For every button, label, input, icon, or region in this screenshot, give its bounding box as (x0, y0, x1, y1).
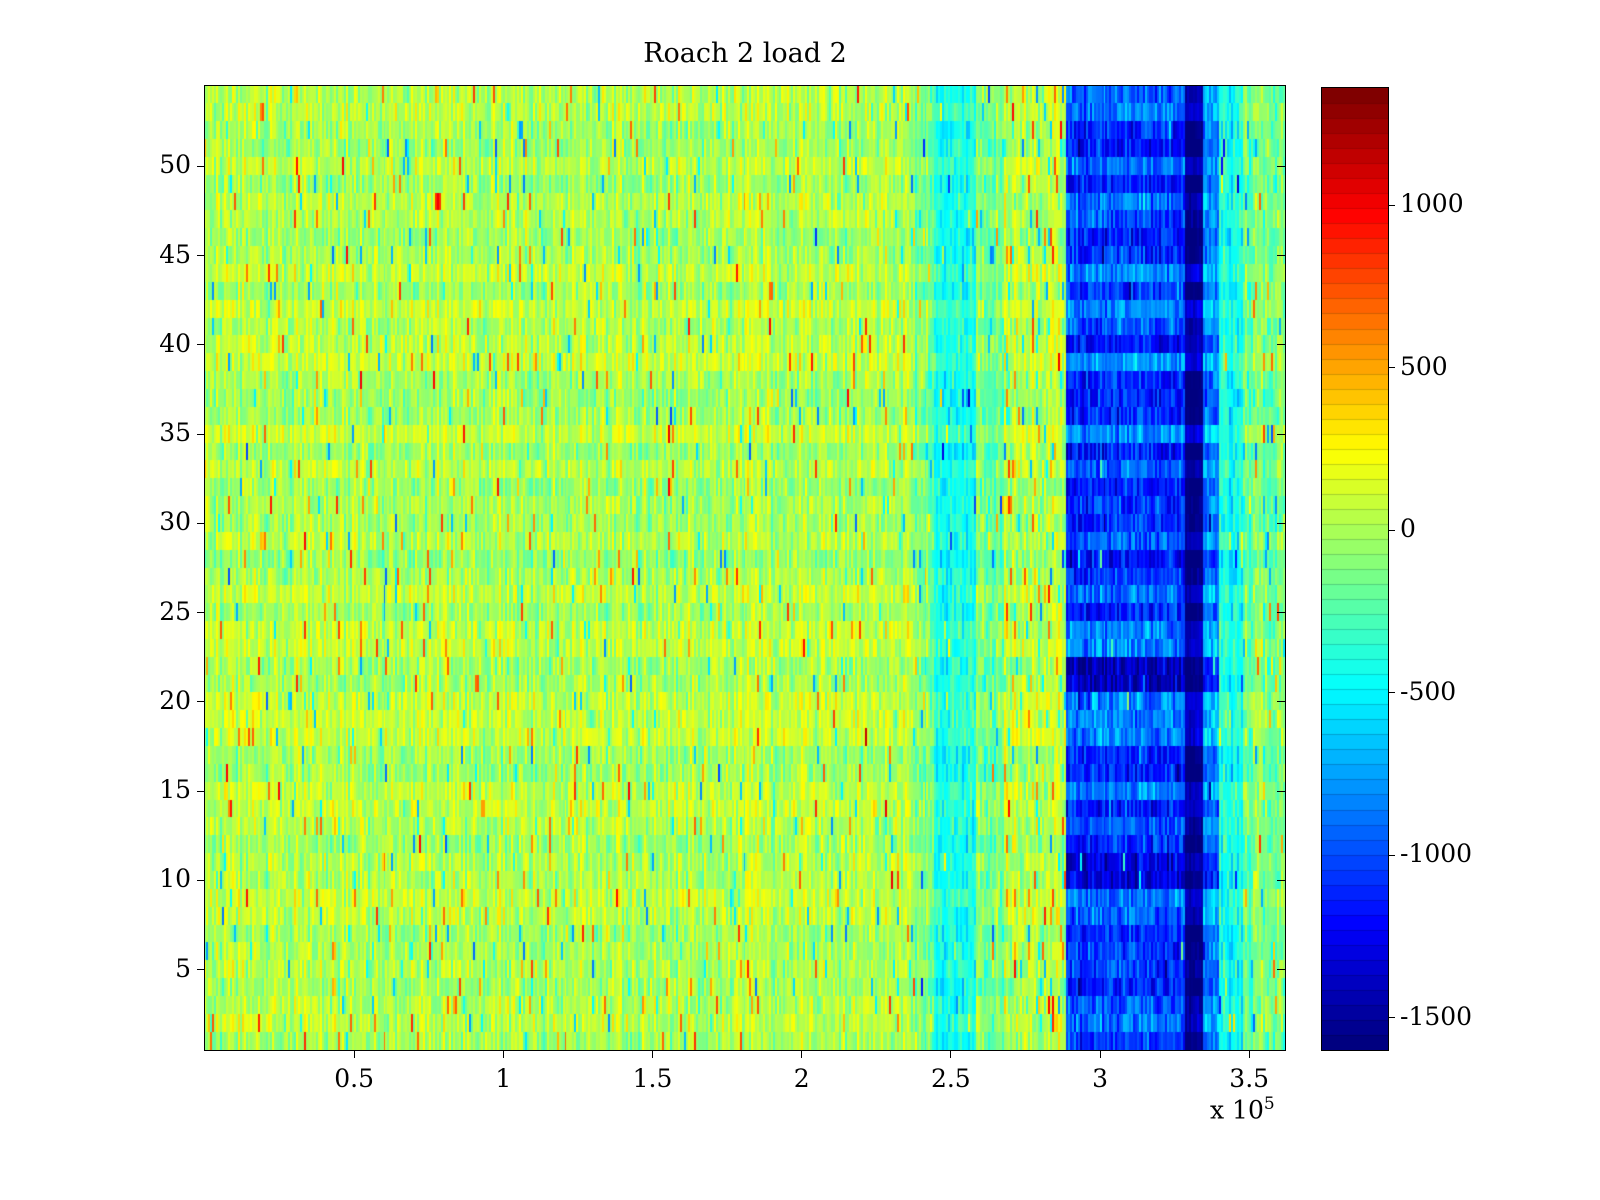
x-tick (950, 1050, 952, 1058)
y-tick-label: 25 (159, 596, 191, 626)
y-tick (197, 522, 205, 524)
x-axis-scale-label: x 105 (1210, 1094, 1275, 1124)
colorbar-tick-label: -1500 (1400, 1001, 1473, 1031)
colorbar-tick (1388, 692, 1395, 693)
y-tick-right (1277, 255, 1285, 257)
x-tick-label: 2 (793, 1064, 810, 1093)
y-tick-right (1277, 969, 1285, 971)
colorbar-tick-label: -500 (1400, 676, 1457, 706)
chart-title: Roach 2 load 2 (643, 38, 847, 69)
y-tick-right (1277, 522, 1285, 524)
y-tick-right (1277, 701, 1285, 703)
x-tick-label: 1.5 (632, 1064, 673, 1093)
y-tick (197, 790, 205, 792)
y-tick (197, 612, 205, 614)
y-tick-label: 45 (159, 239, 191, 269)
y-tick (197, 433, 205, 435)
x-tick-label: 1 (495, 1064, 512, 1093)
y-tick-right (1277, 790, 1285, 792)
x-tick-label: 2.5 (930, 1064, 971, 1093)
y-tick-right (1277, 879, 1285, 881)
y-tick-label: 35 (159, 418, 191, 448)
colorbar-tick (1388, 1017, 1395, 1018)
x-tick (652, 1050, 653, 1058)
y-tick (197, 344, 205, 346)
colorbar-tick-label: -1000 (1400, 839, 1473, 868)
y-tick-label: 15 (159, 775, 191, 805)
y-tick-right (1277, 433, 1285, 435)
x-scale-exponent: 5 (1263, 1094, 1275, 1114)
y-tick-right (1277, 612, 1285, 614)
y-tick-label: 5 (175, 953, 191, 983)
x-tick-label: 0.5 (334, 1064, 375, 1093)
colorbar-tick-label: 500 (1400, 351, 1448, 381)
colorbar-canvas (1322, 88, 1388, 1050)
y-tick (197, 255, 205, 257)
y-tick-label: 30 (159, 507, 191, 537)
colorbar-tick (1388, 367, 1395, 368)
x-tick (353, 1050, 355, 1058)
colorbar-tick-label: 1000 (1400, 189, 1464, 218)
y-tick-label: 40 (159, 328, 191, 358)
y-tick-right (1277, 344, 1285, 346)
colorbar-tick (1388, 529, 1395, 531)
colorbar-tick (1388, 204, 1395, 206)
heatmap-canvas (205, 86, 1285, 1050)
y-tick-label: 20 (159, 685, 191, 715)
y-tick-label: 10 (159, 864, 191, 894)
x-tick (1248, 1050, 1250, 1058)
x-tick-label: 3.5 (1229, 1064, 1270, 1093)
y-tick-label: 50 (159, 150, 191, 180)
x-tick-label: 3 (1092, 1064, 1108, 1093)
colorbar-tick-label: 0 (1400, 514, 1416, 543)
y-tick (197, 701, 205, 703)
y-tick (197, 969, 205, 971)
x-tick (801, 1050, 803, 1058)
y-tick-right (1277, 165, 1285, 167)
colorbar-tick (1388, 854, 1395, 856)
y-tick (197, 879, 205, 881)
x-tick (1099, 1050, 1101, 1058)
y-tick (197, 165, 205, 167)
x-tick (502, 1050, 504, 1058)
x-scale-prefix: x 10 (1210, 1095, 1264, 1125)
